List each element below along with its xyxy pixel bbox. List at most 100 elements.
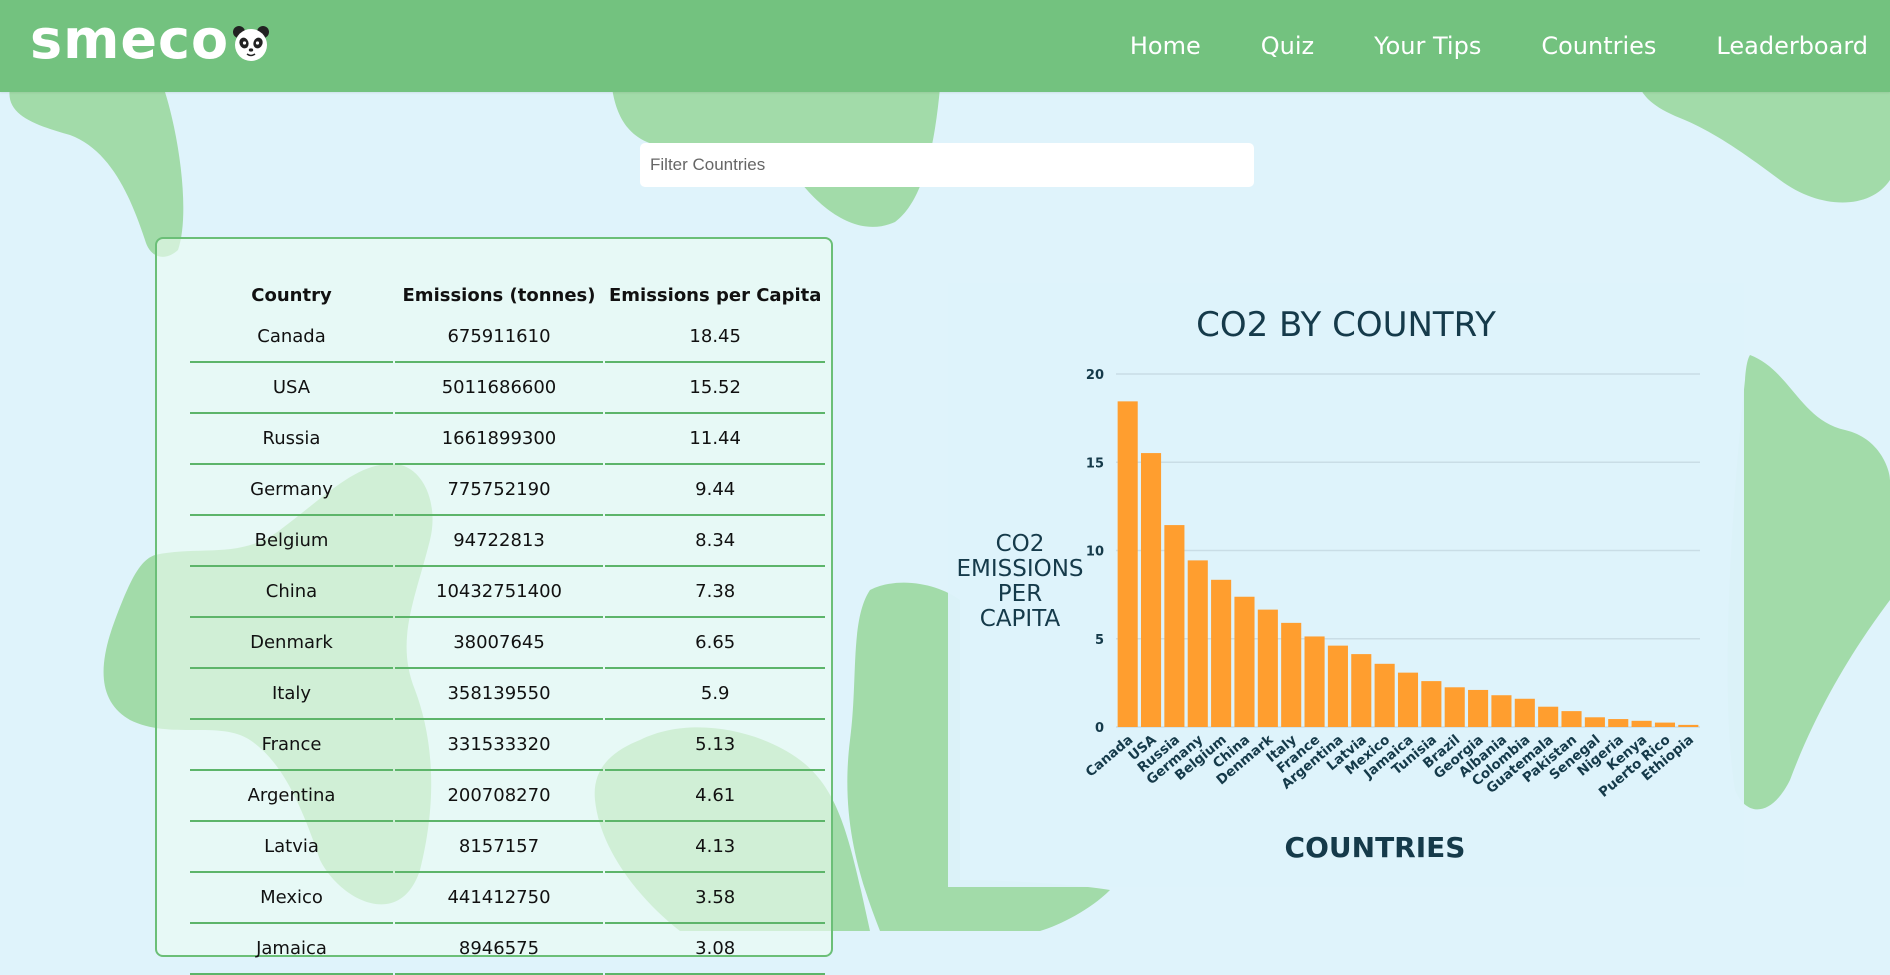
panda-face-icon	[233, 26, 270, 61]
bar-colombia	[1514, 698, 1535, 727]
cell-country: Russia	[190, 414, 393, 465]
bar-argentina	[1327, 645, 1348, 727]
header-country: Country	[251, 285, 332, 306]
cell-emissions: 10432751400	[395, 567, 603, 618]
blob-bottom-right	[960, 880, 1110, 931]
bar-china	[1234, 596, 1255, 727]
cell-country: Canada	[190, 312, 393, 363]
nav-quiz[interactable]: Quiz	[1260, 32, 1315, 60]
cell-per-capita: 3.08	[605, 924, 826, 975]
bar-ethiopia	[1678, 724, 1699, 727]
cell-country: Jamaica	[190, 924, 393, 975]
cell-emissions: 775752190	[395, 465, 603, 516]
nav-countries[interactable]: Countries	[1541, 32, 1657, 60]
bar-russia	[1164, 525, 1185, 727]
bar-france	[1304, 636, 1325, 727]
y-axis-label: CO2	[996, 531, 1045, 557]
nav-leaderboard[interactable]: Leaderboard	[1716, 32, 1868, 60]
table-row: Latvia 8157157 4.13	[190, 822, 826, 873]
cell-per-capita: 8.34	[605, 516, 826, 567]
y-axis-label: PER	[998, 581, 1042, 607]
y-tick-label: 10	[1086, 545, 1104, 560]
cell-emissions: 8157157	[395, 822, 603, 873]
top-navbar: smeco Home Quiz Your Tips Countries Lead…	[0, 0, 1890, 92]
y-tick-label: 0	[1095, 721, 1104, 736]
cell-per-capita: 7.38	[605, 567, 826, 618]
table-row: Jamaica 8946575 3.08	[190, 924, 826, 975]
bar-italy	[1281, 622, 1302, 727]
cell-per-capita: 11.44	[605, 414, 826, 465]
bar-georgia	[1468, 689, 1489, 727]
main-nav: Home Quiz Your Tips Countries Leaderboar…	[1070, 0, 1868, 92]
cell-per-capita: 4.13	[605, 822, 826, 873]
bar-senegal	[1584, 717, 1605, 727]
bar-puerto-rico	[1654, 722, 1676, 727]
brand-logo-text: smeco	[30, 8, 230, 71]
cell-emissions: 200708270	[395, 771, 603, 822]
cell-emissions: 5011686600	[395, 363, 603, 414]
bar-denmark	[1257, 609, 1278, 727]
y-axis-label: EMISSIONS	[956, 556, 1083, 582]
bar-kenya	[1631, 720, 1652, 727]
table-row: Argentina 200708270 4.61	[190, 771, 826, 822]
nav-home[interactable]: Home	[1129, 32, 1201, 60]
cell-country: France	[190, 720, 393, 771]
bar-brazil	[1444, 687, 1465, 727]
cell-emissions: 1661899300	[395, 414, 603, 465]
co2-bar-chart: CO2 BY COUNTRY 0 5 10 15 20 CO2EMISSIONSPERCAP…	[956, 305, 1700, 864]
cell-emissions: 38007645	[395, 618, 603, 669]
table-row: Mexico 441412750 3.58	[190, 873, 826, 924]
y-axis-label: CAPITA	[980, 606, 1061, 632]
blob-top-right	[1640, 88, 1890, 203]
bar-pakistan	[1561, 711, 1582, 727]
nav-your-tips[interactable]: Your Tips	[1374, 32, 1482, 60]
table-row: Italy 358139550 5.9	[190, 669, 826, 720]
cell-per-capita: 5.9	[605, 669, 826, 720]
table-row: Russia 1661899300 11.44	[190, 414, 826, 465]
cell-country: Italy	[190, 669, 393, 720]
table-body: Canada 675911610 18.45 USA 5011686600 15.52 Ru…	[190, 312, 826, 975]
table-row: USA 5011686600 15.52	[190, 363, 826, 414]
bar-belgium	[1211, 579, 1232, 727]
blob-bottom-center	[847, 582, 960, 931]
table-row: Denmark 38007645 6.65	[190, 618, 826, 669]
table-row: Germany 775752190 9.44	[190, 465, 826, 516]
emissions-table-card: Country Emissions (tonnes) Emissions per…	[155, 237, 833, 975]
cell-per-capita: 6.65	[605, 618, 826, 669]
cell-emissions: 358139550	[395, 669, 603, 720]
bar-albania	[1491, 695, 1512, 727]
cell-country: Belgium	[190, 516, 393, 567]
bar-nigeria	[1608, 719, 1629, 727]
cell-emissions: 8946575	[395, 924, 603, 975]
table-row: Canada 675911610 18.45	[190, 312, 826, 363]
cell-country: China	[190, 567, 393, 618]
cell-per-capita: 15.52	[605, 363, 826, 414]
cell-country: Latvia	[190, 822, 393, 873]
cell-country: Argentina	[190, 771, 393, 822]
y-tick-label: 20	[1086, 368, 1104, 383]
co2-chart-card: CO2 BY COUNTRY 0 5 10 15 20 CO2 EMISSIONS PER CAP…	[948, 283, 1744, 887]
bar-guatemala	[1538, 706, 1559, 727]
cell-emissions: 331533320	[395, 720, 603, 771]
bar-jamaica	[1397, 672, 1419, 727]
filter-countries-input[interactable]	[640, 143, 1254, 187]
cell-emissions: 94722813	[395, 516, 603, 567]
cell-per-capita: 9.44	[605, 465, 826, 516]
table-header-row: Country Emissions (tonnes) Emissions per…	[190, 262, 825, 312]
header-emissions: Emissions (tonnes)	[402, 285, 596, 306]
chart-title: CO2 BY COUNTRY	[1196, 305, 1496, 345]
y-tick-label: 5	[1095, 633, 1104, 648]
bar-tunisia	[1421, 681, 1442, 727]
emissions-table: Country Emissions (tonnes) Emissions per…	[188, 262, 827, 975]
bar-usa	[1140, 453, 1162, 727]
bar-latvia	[1351, 654, 1372, 727]
bar-canada	[1117, 401, 1138, 727]
table-row: China 10432751400 7.38	[190, 567, 826, 618]
blob-top-left	[9, 70, 184, 257]
brand-logo[interactable]: smeco	[30, 10, 271, 70]
cell-country: Mexico	[190, 873, 393, 924]
bar-germany	[1187, 560, 1208, 727]
cell-per-capita: 4.61	[605, 771, 826, 822]
y-tick-label: 15	[1086, 456, 1104, 471]
blob-top-center	[612, 88, 940, 227]
